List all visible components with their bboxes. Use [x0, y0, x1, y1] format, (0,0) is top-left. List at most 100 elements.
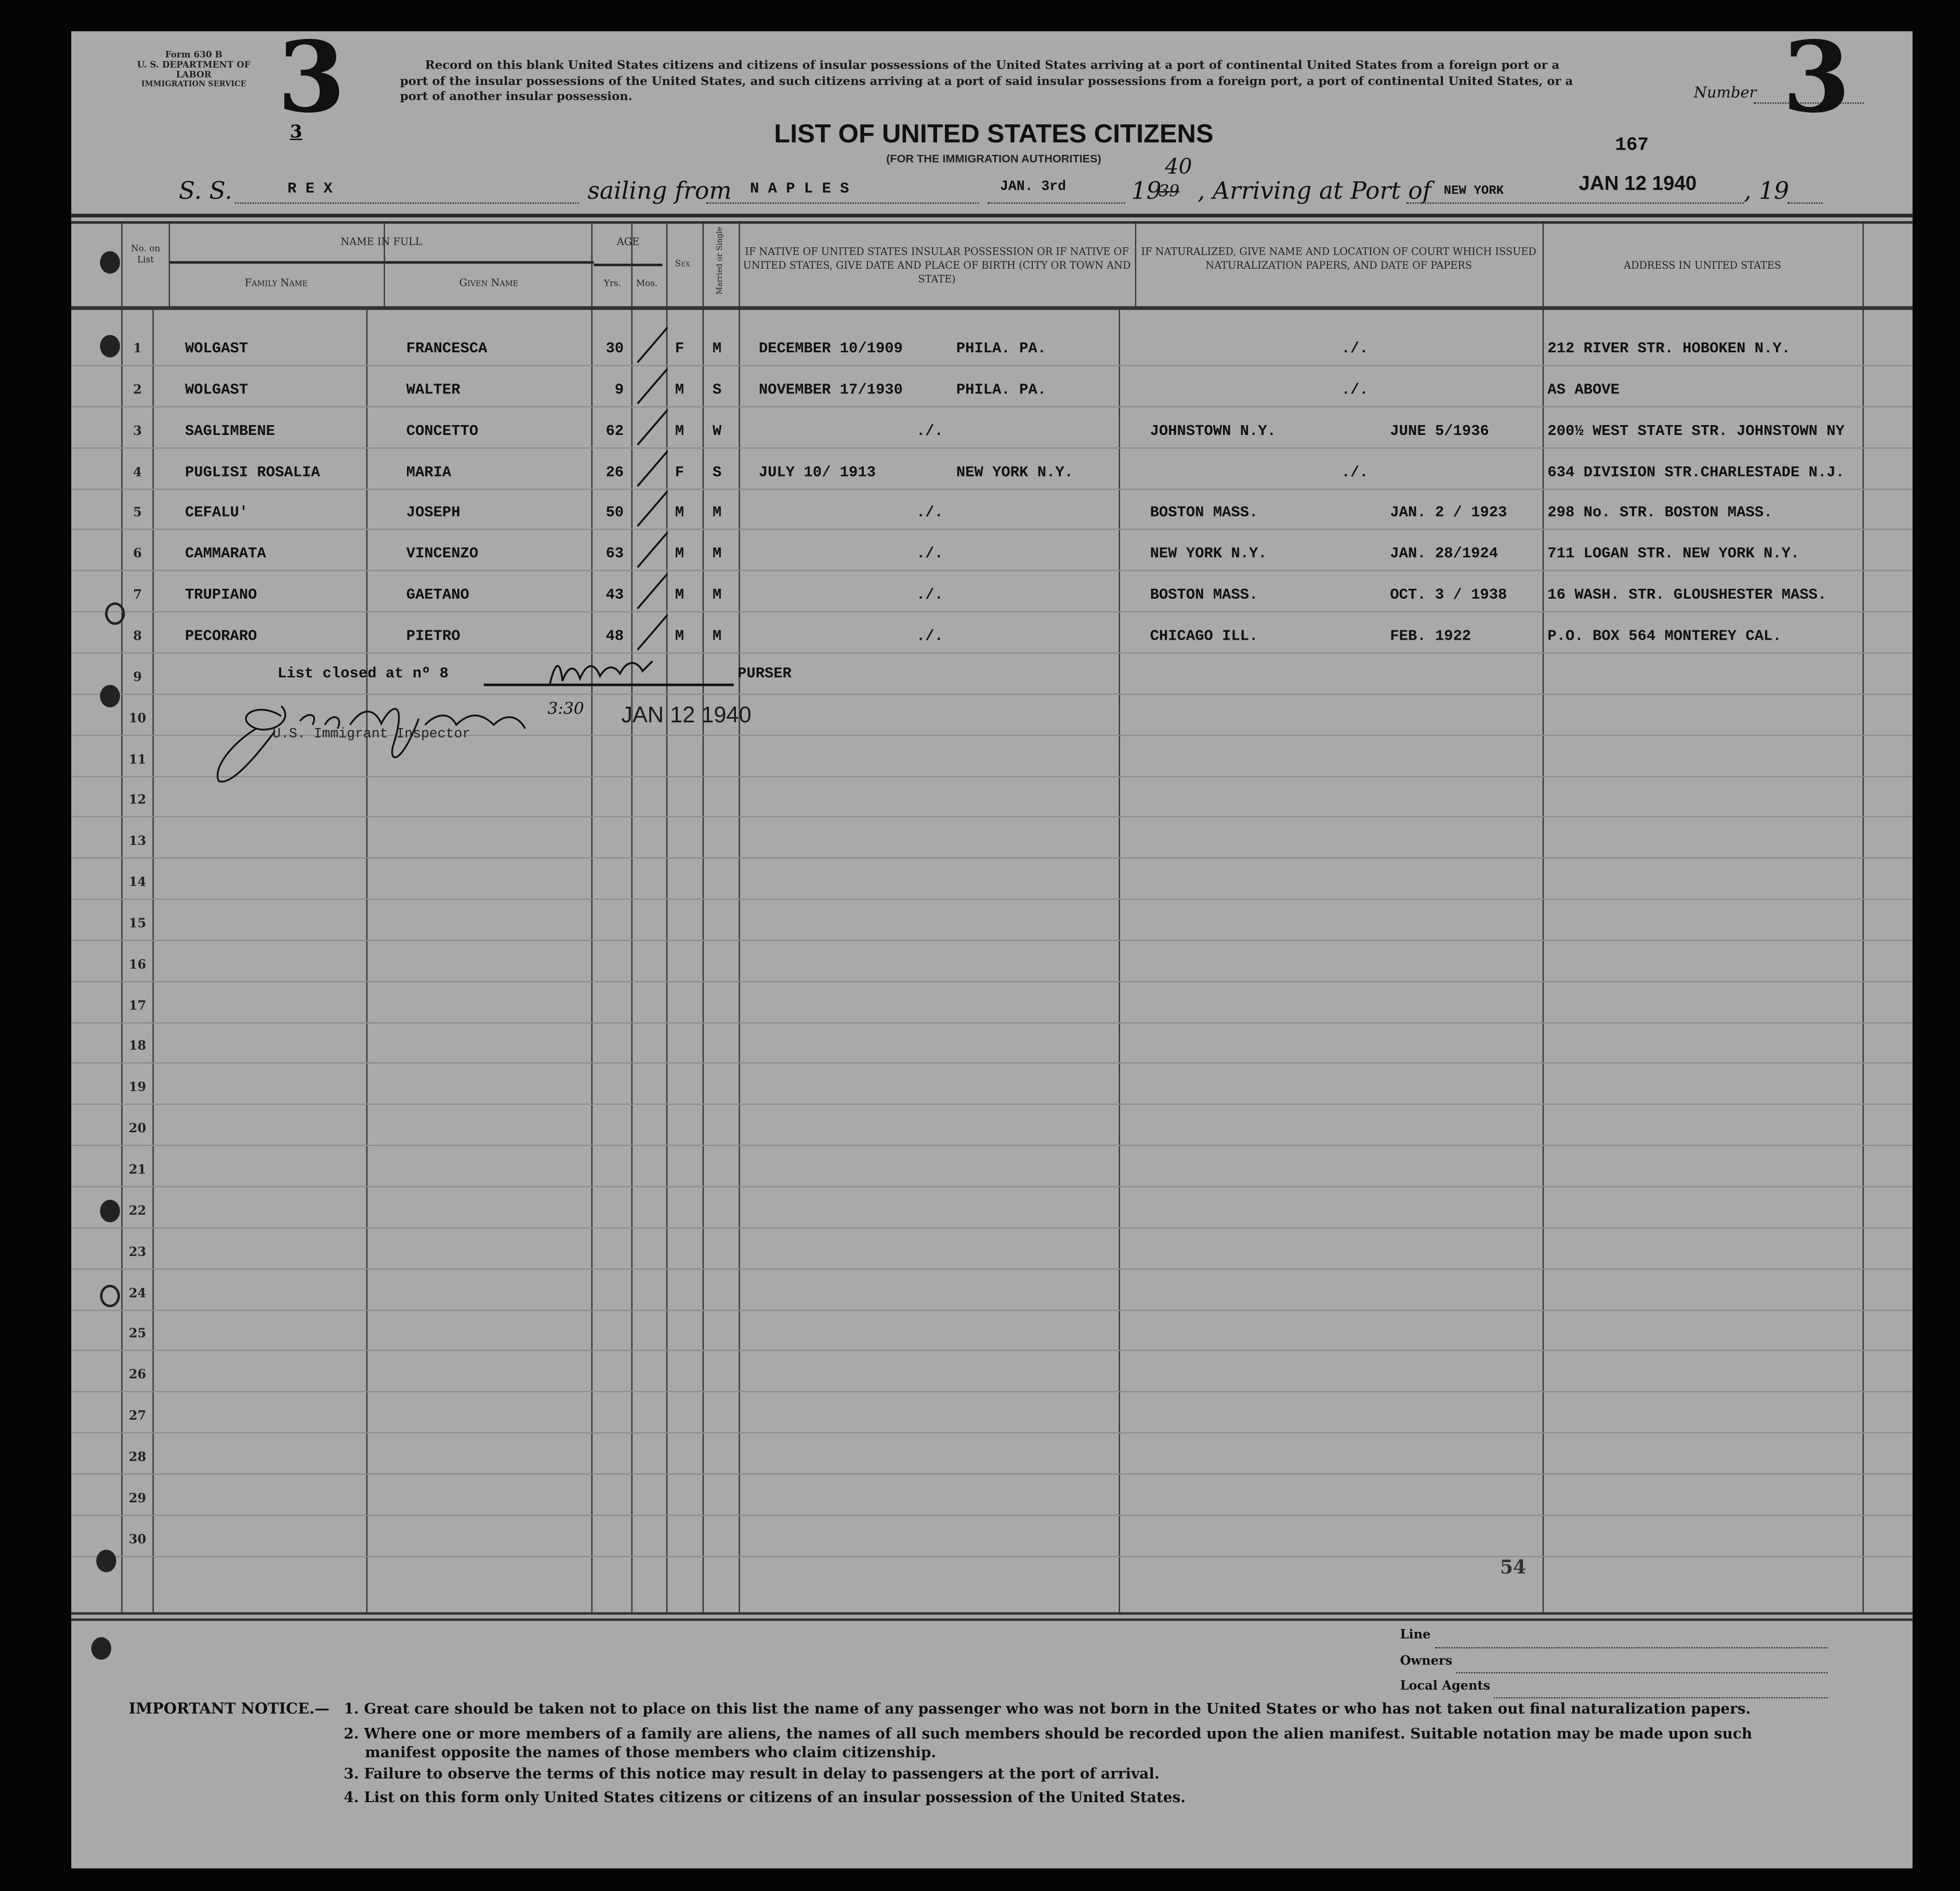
column-divider — [1119, 310, 1120, 1612]
table-top-rule — [71, 221, 1913, 224]
age-subheader-rule — [594, 263, 663, 267]
row-number: 7 — [133, 588, 142, 603]
inspector-label: U.S. Immigrant Inspector — [272, 727, 471, 743]
cell-family: SAGLIMBENE — [185, 422, 275, 440]
column-divider — [1135, 223, 1137, 310]
row-number: 25 — [128, 1328, 147, 1342]
cell-address: 634 DIVISION STR.CHARLESTADE N.J. — [1547, 463, 1845, 481]
list-closed-text: List closed at nº 8 — [277, 665, 449, 683]
cell-family: PUGLISI ROSALIA — [185, 463, 320, 481]
cell-sex: M — [675, 422, 685, 440]
port-to: NEW YORK — [1443, 184, 1504, 199]
cell-address: AS ABOVE — [1547, 381, 1620, 399]
year-suffix: , 19 — [1743, 177, 1790, 205]
ship-name: R E X — [287, 180, 333, 197]
year-line — [1787, 202, 1823, 204]
cell-status: W — [712, 422, 722, 440]
inspector-signature — [206, 694, 632, 787]
cell-yrs: 43 — [606, 586, 624, 604]
cell-sex: F — [675, 340, 685, 358]
table-bottom-rule — [71, 1612, 1913, 1615]
col-header-yrs: Yrs. — [603, 279, 622, 289]
ruled-line — [71, 1473, 1913, 1475]
row-number: 30 — [128, 1533, 147, 1547]
cell-address: P.O. BOX 564 MONTEREY CAL. — [1547, 627, 1782, 645]
ruled-line — [71, 652, 1913, 654]
port-from: N A P L E S — [750, 180, 849, 197]
port-to-line — [1406, 202, 1744, 204]
ruled-line — [71, 940, 1913, 941]
column-divider — [121, 223, 123, 1612]
check-mark-icon — [635, 571, 670, 611]
cell-nat-date: FEB. 1922 — [1390, 627, 1471, 645]
manifest-page — [71, 31, 1913, 1869]
owners-field[interactable] — [1456, 1672, 1828, 1674]
binder-hole — [100, 1285, 120, 1307]
cell-sex: M — [675, 627, 685, 645]
cell-status: M — [712, 627, 722, 645]
ruled-line — [71, 488, 1913, 490]
cell-address: 298 No. STR. BOSTON MASS. — [1547, 504, 1773, 522]
cell-birth-mark: ./. — [916, 504, 943, 522]
cell-status: M — [712, 340, 722, 358]
cell-status: M — [712, 504, 722, 522]
notice-3: 3. Failure to observe the terms of this … — [344, 1764, 1160, 1782]
ruled-line — [71, 1350, 1913, 1352]
row-number: 24 — [128, 1287, 147, 1301]
row-number: 23 — [128, 1246, 147, 1260]
cell-sex: F — [675, 463, 685, 481]
row-number: 4 — [133, 465, 142, 480]
table-top-rule — [71, 214, 1913, 218]
cell-given: CONCETTO — [406, 422, 479, 440]
cell-sex: M — [675, 504, 685, 522]
stamp-number: 167 — [1615, 135, 1649, 156]
big-number-left: 3 — [277, 21, 346, 135]
ruled-line — [71, 406, 1913, 407]
page-number: 54 — [1500, 1556, 1527, 1579]
cell-birth-place: PHILA. PA. — [956, 340, 1047, 358]
ruled-line — [71, 365, 1913, 366]
binder-hole — [100, 1199, 120, 1223]
check-mark-icon — [635, 366, 670, 406]
check-mark-icon — [635, 612, 670, 652]
ruled-line — [71, 1022, 1913, 1023]
check-mark-icon — [635, 448, 670, 488]
cell-given: FRANCESCA — [406, 340, 488, 358]
cell-yrs: 63 — [606, 545, 624, 563]
line-field[interactable] — [1435, 1647, 1828, 1649]
ruled-line — [71, 1391, 1913, 1393]
row-number: 17 — [128, 999, 147, 1013]
number-line — [1754, 102, 1864, 104]
check-mark-icon — [635, 407, 670, 447]
cell-yrs: 48 — [606, 627, 624, 645]
binder-hole — [100, 684, 120, 708]
ruled-line — [71, 570, 1913, 572]
form-number: Form 630 B — [165, 48, 222, 60]
col-header-married: Married or Single — [715, 227, 725, 295]
ruled-line — [71, 775, 1913, 777]
small-number: 3 — [290, 122, 302, 143]
col-header-mos: Mos. — [636, 279, 658, 289]
arriving-label: , Arriving at Port of — [1197, 177, 1431, 205]
cell-status: M — [712, 545, 722, 563]
cell-yrs: 62 — [606, 422, 624, 440]
ruled-line — [71, 1268, 1913, 1270]
form-id-block: Form 630 B U. S. DEPARTMENT OF LABOR IMM… — [119, 48, 269, 90]
ruled-line — [71, 1145, 1913, 1146]
cell-birth-mark: ./. — [916, 586, 943, 604]
cell-court: CHICAGO ILL. — [1150, 627, 1258, 645]
col-header-birth: IF NATIVE OF UNITED STATES INSULAR POSSE… — [743, 246, 1131, 285]
row-number: 19 — [128, 1081, 147, 1095]
date-from: JAN. 3rd — [1000, 180, 1067, 195]
time-handwritten: 3:30 — [547, 699, 584, 719]
year-typed: 39 — [1159, 182, 1180, 202]
date-stamp: JAN 12 1940 — [621, 702, 752, 728]
local-agents-field[interactable] — [1493, 1697, 1828, 1699]
cell-birth-place: PHILA. PA. — [956, 381, 1047, 399]
cell-sex: M — [675, 381, 685, 399]
line-label: Line — [1400, 1628, 1431, 1643]
cell-given: JOSEPH — [406, 504, 461, 522]
check-mark-icon — [635, 489, 670, 529]
row-number: 6 — [133, 547, 142, 562]
